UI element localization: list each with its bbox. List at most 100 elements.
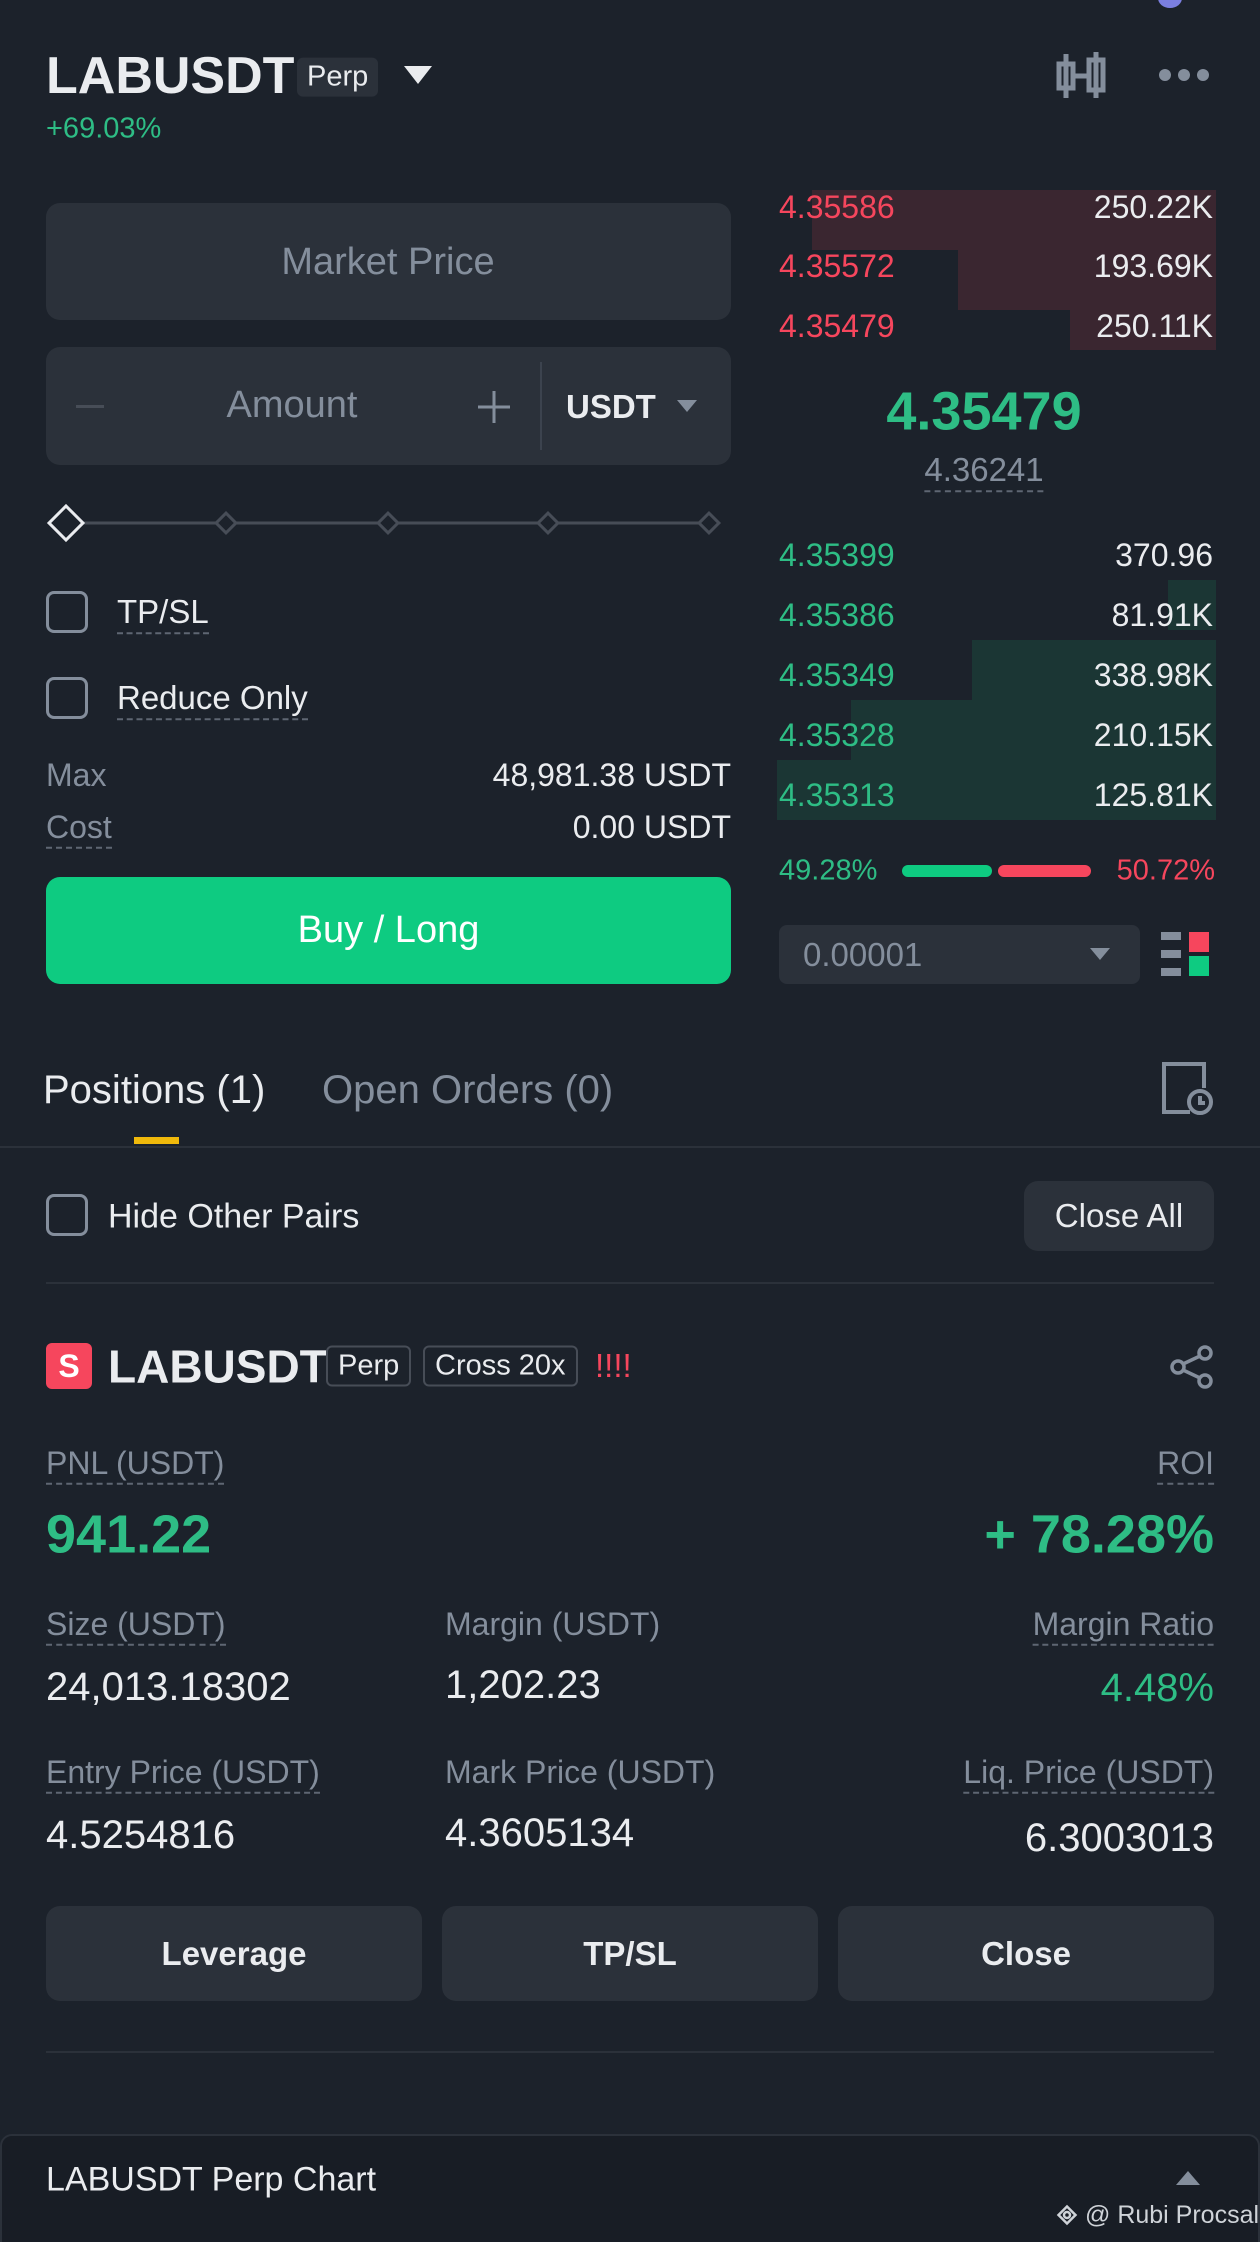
close-button[interactable]: Close xyxy=(838,1906,1214,2001)
max-label: Max xyxy=(46,756,107,793)
watermark-icon xyxy=(1056,2204,1078,2226)
precision-caret[interactable] xyxy=(1090,948,1110,960)
entry-price-label: Entry Price (USDT) xyxy=(46,1753,320,1794)
bid-depth xyxy=(1168,580,1216,630)
position-badge: Perp xyxy=(326,1345,412,1387)
size-value: 24,013.18302 xyxy=(46,1665,291,1709)
leverage-slider[interactable] xyxy=(40,500,730,546)
bid-depth xyxy=(777,760,1216,820)
hide-pairs-checkbox[interactable] xyxy=(46,1194,88,1236)
bid-size: 338.98K xyxy=(1093,656,1213,693)
liq-price-label: Liq. Price (USDT) xyxy=(963,1753,1214,1794)
ask-price[interactable]: 4.35586 xyxy=(779,188,895,225)
pnl-value: 941.22 xyxy=(46,1504,212,1565)
leverage-button[interactable]: Leverage xyxy=(46,1906,422,2001)
roi-label: ROI xyxy=(1157,1444,1214,1485)
price-input[interactable] xyxy=(46,203,731,320)
roi-value: + 78.28% xyxy=(984,1504,1214,1565)
ask-price[interactable]: 4.35572 xyxy=(779,247,895,284)
sell-ratio: 50.72% xyxy=(1116,854,1215,887)
unit-caret[interactable] xyxy=(677,400,697,412)
chart-icon[interactable] xyxy=(1055,52,1107,100)
bid-size: 81.91K xyxy=(1111,596,1213,633)
divider xyxy=(46,2051,1214,2053)
bid-size: 210.15K xyxy=(1093,716,1213,753)
max-value: 48,981.38 USDT xyxy=(492,756,731,793)
side-badge: S xyxy=(46,1343,92,1389)
entry-price-value: 4.5254816 xyxy=(46,1813,236,1857)
symbol-dropdown[interactable] xyxy=(404,66,432,86)
ask-depth xyxy=(812,190,1216,250)
position-badge: Cross 20x xyxy=(423,1345,578,1387)
ask-size: 193.69K xyxy=(1093,247,1213,284)
margin-value: 1,202.23 xyxy=(445,1663,601,1707)
book-layout-icon[interactable] xyxy=(1161,930,1213,980)
status-dot xyxy=(1158,0,1182,8)
reduce-only-checkbox[interactable] xyxy=(46,677,88,719)
more-icon[interactable] xyxy=(1158,68,1210,82)
bid-depth xyxy=(972,640,1216,700)
watermark: @ Rubi Procsal xyxy=(1085,2201,1260,2229)
chart-bar-caret[interactable] xyxy=(1176,2171,1200,2185)
precision-select[interactable] xyxy=(779,925,1140,984)
position-alert: !!!! xyxy=(595,1347,632,1385)
size-label: Size (USDT) xyxy=(46,1605,226,1646)
bid-price[interactable]: 4.35328 xyxy=(779,716,895,753)
divider xyxy=(46,1282,1214,1284)
mark-price-label: Mark Price (USDT) xyxy=(445,1753,716,1790)
ask-size: 250.22K xyxy=(1093,188,1213,225)
tpsl-button[interactable]: TP/SL xyxy=(442,1906,818,2001)
precision: 0.00001 xyxy=(803,936,923,974)
ask-price[interactable]: 4.35479 xyxy=(779,307,895,344)
bid-price[interactable]: 4.35349 xyxy=(779,656,895,693)
bid-size: 125.81K xyxy=(1093,776,1213,813)
chart-bar[interactable] xyxy=(0,2134,1260,2242)
divider xyxy=(0,1146,1260,1148)
margin-ratio-value: 4.48% xyxy=(1100,1666,1214,1710)
bid-size: 370.96 xyxy=(1115,536,1213,573)
amount-input[interactable] xyxy=(46,347,731,465)
price-placeholder: Market Price xyxy=(281,241,495,284)
amount-placeholder: Amount xyxy=(226,384,358,427)
history-icon[interactable] xyxy=(1160,1060,1214,1116)
ask-size: 250.11K xyxy=(1096,307,1213,344)
mark-price-value: 4.3605134 xyxy=(445,1811,635,1855)
bid-depth xyxy=(851,700,1216,760)
margin-ratio-label: Margin Ratio xyxy=(1032,1605,1214,1646)
tpsl-label: TP/SL xyxy=(117,593,209,635)
mark-price: 4.36241 xyxy=(924,451,1044,493)
buy-ratio-bar xyxy=(902,865,992,877)
bid-price[interactable]: 4.35399 xyxy=(779,536,895,573)
bid-price[interactable]: 4.35386 xyxy=(779,596,895,633)
tab-positions[interactable]: Positions (1) xyxy=(43,1068,266,1112)
tab-indicator xyxy=(134,1137,179,1144)
unit[interactable]: USDT xyxy=(566,388,656,426)
perp-badge: Perp xyxy=(297,57,379,97)
symbol[interactable]: LABUSDT xyxy=(46,46,295,105)
margin-label: Margin (USDT) xyxy=(445,1605,661,1642)
close-all-button[interactable]: Close All xyxy=(1024,1181,1214,1251)
plus-icon[interactable] xyxy=(478,391,510,423)
chart-bar-title: LABUSDT Perp Chart xyxy=(46,2160,377,2199)
minus-icon[interactable] xyxy=(76,405,104,408)
buy-ratio: 49.28% xyxy=(779,854,878,887)
share-icon[interactable] xyxy=(1170,1345,1214,1389)
cost-label: Cost xyxy=(46,808,112,849)
liq-price-value: 6.3003013 xyxy=(1024,1816,1214,1860)
last-price: 4.35479 xyxy=(886,381,1082,442)
ask-depth xyxy=(1070,290,1216,350)
tab-open-orders[interactable]: Open Orders (0) xyxy=(322,1068,614,1112)
sell-ratio-bar xyxy=(998,865,1091,877)
reduce-only-label: Reduce Only xyxy=(117,679,308,721)
pnl-label: PNL (USDT) xyxy=(46,1444,225,1485)
position-symbol: LABUSDT xyxy=(108,1340,328,1393)
hide-pairs-label: Hide Other Pairs xyxy=(108,1197,360,1236)
change: +69.03% xyxy=(46,112,162,145)
cost-value: 0.00 USDT xyxy=(572,808,731,845)
buy-long-button[interactable]: Buy / Long xyxy=(46,877,731,984)
tpsl-checkbox[interactable] xyxy=(46,591,88,633)
bid-price[interactable]: 4.35313 xyxy=(779,776,895,813)
